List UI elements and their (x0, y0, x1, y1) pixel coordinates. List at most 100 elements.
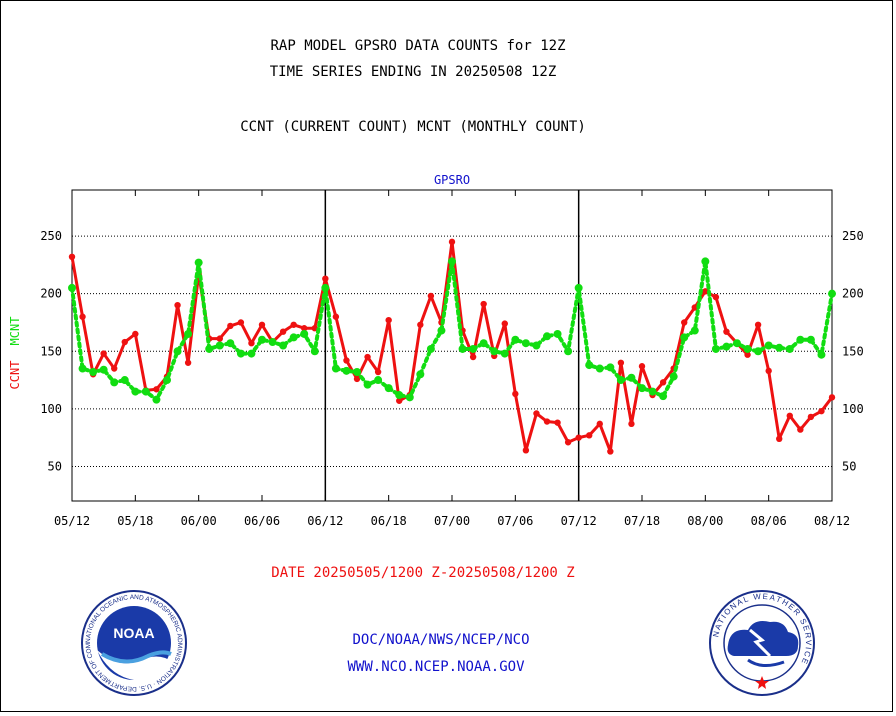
x-tick-label: 07/12 (561, 514, 597, 528)
data-point-mcnt (437, 326, 446, 335)
data-point-mcnt (342, 366, 351, 375)
data-point-mcnt (743, 344, 752, 353)
data-point-ccnt (322, 275, 329, 282)
date-range-label: DATE 20250505/1200 Z-20250508/1200 Z (271, 565, 575, 581)
x-tick-label: 07/18 (624, 514, 660, 528)
data-point-mcnt (395, 391, 404, 400)
data-point-mcnt (321, 283, 330, 292)
y-tick-label-right: 200 (842, 287, 864, 301)
data-point-mcnt (68, 283, 76, 292)
x-tick-label: 06/00 (181, 514, 217, 528)
data-point-ccnt (765, 367, 772, 375)
data-point-mcnt (722, 342, 731, 351)
data-point-ccnt (396, 397, 403, 404)
x-tick-label: 08/12 (814, 514, 850, 528)
data-point-ccnt (828, 394, 836, 401)
data-point-ccnt (153, 386, 160, 393)
x-tick-label: 08/06 (751, 514, 787, 528)
data-point-mcnt (606, 363, 615, 372)
x-tick-label: 05/12 (54, 514, 90, 528)
data-point-ccnt (301, 325, 308, 332)
data-point-mcnt (648, 387, 657, 396)
series-line-mcnt (70, 259, 834, 402)
data-point-ccnt (184, 359, 192, 366)
data-point-ccnt (353, 375, 361, 383)
data-point-mcnt (384, 384, 393, 393)
data-point-mcnt (585, 361, 594, 370)
data-point-ccnt (121, 338, 128, 346)
data-point-mcnt (152, 395, 161, 404)
x-tick-label: 06/12 (307, 514, 343, 528)
x-tick-label: 05/18 (117, 514, 153, 528)
data-point-ccnt (343, 357, 350, 364)
data-point-mcnt (300, 329, 309, 338)
data-point-ccnt (227, 322, 234, 330)
data-point-ccnt (702, 288, 709, 295)
data-point-mcnt (680, 333, 689, 342)
data-point-ccnt (258, 321, 266, 328)
data-point-ccnt (364, 353, 371, 361)
data-point-mcnt (638, 384, 646, 393)
data-point-ccnt (807, 413, 815, 421)
data-point-mcnt (89, 367, 98, 376)
data-point-ccnt (575, 434, 582, 441)
data-point-mcnt (78, 364, 87, 373)
data-point-ccnt (617, 359, 625, 366)
chart-title-line1: RAP MODEL GPSRO DATA COUNTS for 12Z (270, 38, 566, 54)
data-point-mcnt (194, 258, 203, 267)
data-point-mcnt (131, 387, 140, 396)
data-point-mcnt (163, 376, 171, 385)
axis-layer: 50 50 100 100 150 150 200 200 250 250 05/12 05/18 06… (40, 189, 864, 528)
data-point-ccnt (100, 350, 107, 357)
data-point-ccnt (776, 435, 783, 442)
data-point-mcnt (289, 333, 298, 342)
data-point-ccnt (248, 339, 255, 347)
x-tick-label: 07/00 (434, 514, 470, 528)
data-point-mcnt (310, 347, 319, 356)
y-tick-label-right: 100 (842, 402, 864, 416)
data-point-mcnt (184, 329, 193, 338)
x-tick-label: 06/18 (371, 514, 407, 528)
y-tick-label-left: 150 (40, 344, 62, 358)
data-point-ccnt (586, 432, 593, 439)
series-layer (68, 238, 836, 455)
y-tick-label-left: 250 (40, 229, 62, 243)
data-point-mcnt (785, 344, 794, 353)
data-point-mcnt (564, 347, 573, 356)
data-point-mcnt (521, 339, 530, 348)
data-point-mcnt (754, 347, 763, 356)
x-tick-label: 08/00 (687, 514, 723, 528)
data-point-mcnt (226, 339, 235, 348)
data-point-mcnt (796, 335, 805, 344)
nws-logo: NATIONAL WEATHER SERVICE (709, 590, 815, 696)
data-point-mcnt (416, 370, 425, 379)
url-label: WWW.NCO.NCEP.NOAA.GOV (347, 659, 525, 675)
data-point-ccnt (564, 439, 572, 446)
data-point-mcnt (828, 289, 836, 298)
data-point-mcnt (448, 257, 456, 266)
data-point-ccnt (501, 320, 508, 327)
x-tick-label: 07/06 (497, 514, 533, 528)
data-point-mcnt (690, 326, 699, 335)
data-point-mcnt (247, 349, 256, 358)
data-point-mcnt (775, 343, 784, 352)
plot-title: GPSRO (434, 173, 470, 187)
y-tick-label-left: 100 (40, 402, 62, 416)
data-point-ccnt (427, 292, 435, 300)
data-point-mcnt (374, 376, 383, 385)
data-point-mcnt (215, 341, 224, 350)
data-point-ccnt (533, 410, 540, 417)
noaa-logo-text: NOAA (113, 625, 154, 641)
data-point-mcnt (500, 349, 509, 358)
y-tick-label-right: 150 (842, 344, 864, 358)
y-tick-label-right: 250 (842, 229, 864, 243)
data-point-ccnt (111, 365, 118, 372)
data-point-ccnt (797, 426, 804, 433)
data-point-ccnt (554, 419, 561, 426)
org-label: DOC/NOAA/NWS/NCEP/NCO (352, 632, 530, 648)
data-point-ccnt (448, 238, 456, 246)
data-point-mcnt (110, 378, 119, 387)
data-point-ccnt (681, 319, 688, 326)
data-point-mcnt (236, 349, 245, 358)
